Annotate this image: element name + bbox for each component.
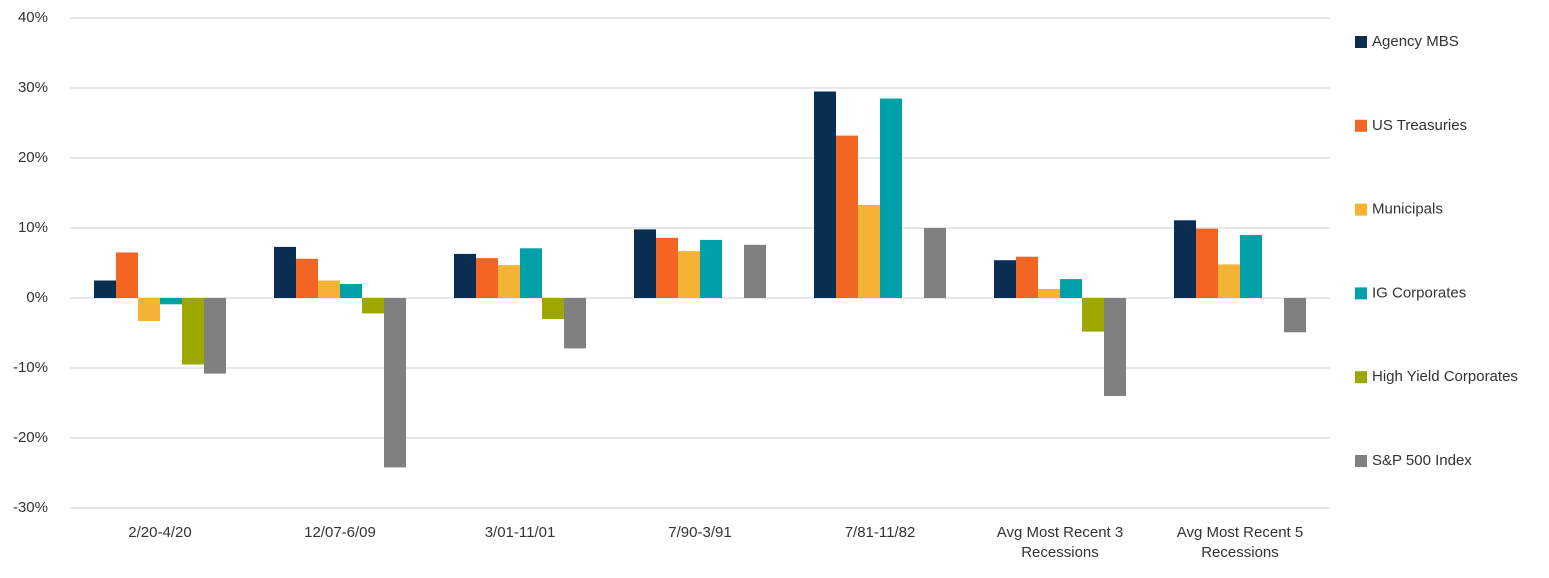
bar (116, 252, 138, 298)
bar (744, 244, 766, 298)
legend-label: Agency MBS (1372, 33, 1459, 50)
x-tick-label: 2/20-4/20 (128, 524, 192, 541)
bar (858, 204, 880, 298)
legend-swatch (1355, 371, 1367, 384)
y-tick-label: -20% (13, 429, 48, 446)
bar (994, 260, 1016, 298)
legend-label: S&P 500 Index (1372, 452, 1472, 469)
y-tick-label: 0% (26, 289, 48, 306)
bar (498, 265, 520, 298)
bar (678, 251, 700, 298)
bar (1240, 235, 1262, 298)
bar (564, 298, 586, 349)
bar (1196, 228, 1218, 298)
legend-swatch (1355, 203, 1367, 216)
bar (454, 253, 476, 298)
bar (340, 284, 362, 298)
bar (520, 248, 542, 298)
y-tick-label: 10% (18, 219, 48, 236)
bar (1060, 279, 1082, 298)
bar (138, 298, 160, 322)
bar (656, 237, 678, 298)
x-tick-label: 12/07-6/09 (304, 524, 376, 541)
legend-label: US Treasuries (1372, 117, 1467, 134)
x-tick-label: Avg Most Recent 3 Recessions (996, 524, 1124, 561)
bar (160, 298, 182, 305)
legend-label: Municipals (1372, 201, 1443, 218)
y-tick-label: -30% (13, 499, 48, 516)
legend-swatch (1355, 119, 1367, 132)
bar (1218, 264, 1240, 298)
bar (476, 258, 498, 298)
legend-swatch (1355, 455, 1367, 467)
bar (296, 258, 318, 298)
bar (814, 91, 836, 298)
bar (700, 239, 722, 298)
x-tick-label: 3/01-11/01 (484, 524, 556, 541)
bar (542, 298, 564, 319)
legend-swatch (1355, 287, 1367, 300)
bar (1104, 298, 1126, 396)
bar (318, 280, 340, 298)
bar (182, 298, 204, 365)
x-tick-label: 7/81-11/82 (844, 524, 916, 541)
bar (1174, 220, 1196, 298)
bar (634, 229, 656, 298)
y-tick-label: 30% (18, 79, 48, 96)
y-tick-label: 40% (18, 9, 48, 26)
bar (1038, 288, 1060, 298)
legend-label: High Yield Corporates (1372, 368, 1518, 385)
bar (1082, 298, 1104, 332)
bar (362, 298, 384, 314)
bar (924, 228, 946, 298)
y-tick-label: -10% (13, 359, 48, 376)
legend-swatch (1355, 36, 1367, 48)
y-tick-label: 20% (18, 149, 48, 166)
bar (204, 298, 226, 374)
legend-label: IG Corporates (1372, 284, 1466, 301)
x-tick-label: 7/90-3/91 (668, 524, 732, 541)
bar (880, 98, 902, 298)
x-tick-label: Avg Most Recent 5 Recessions (1176, 524, 1304, 561)
bar (384, 298, 406, 468)
bar (836, 135, 858, 298)
bar (1284, 298, 1306, 333)
bar (94, 280, 116, 298)
bar (274, 246, 296, 298)
bar (1016, 256, 1038, 298)
